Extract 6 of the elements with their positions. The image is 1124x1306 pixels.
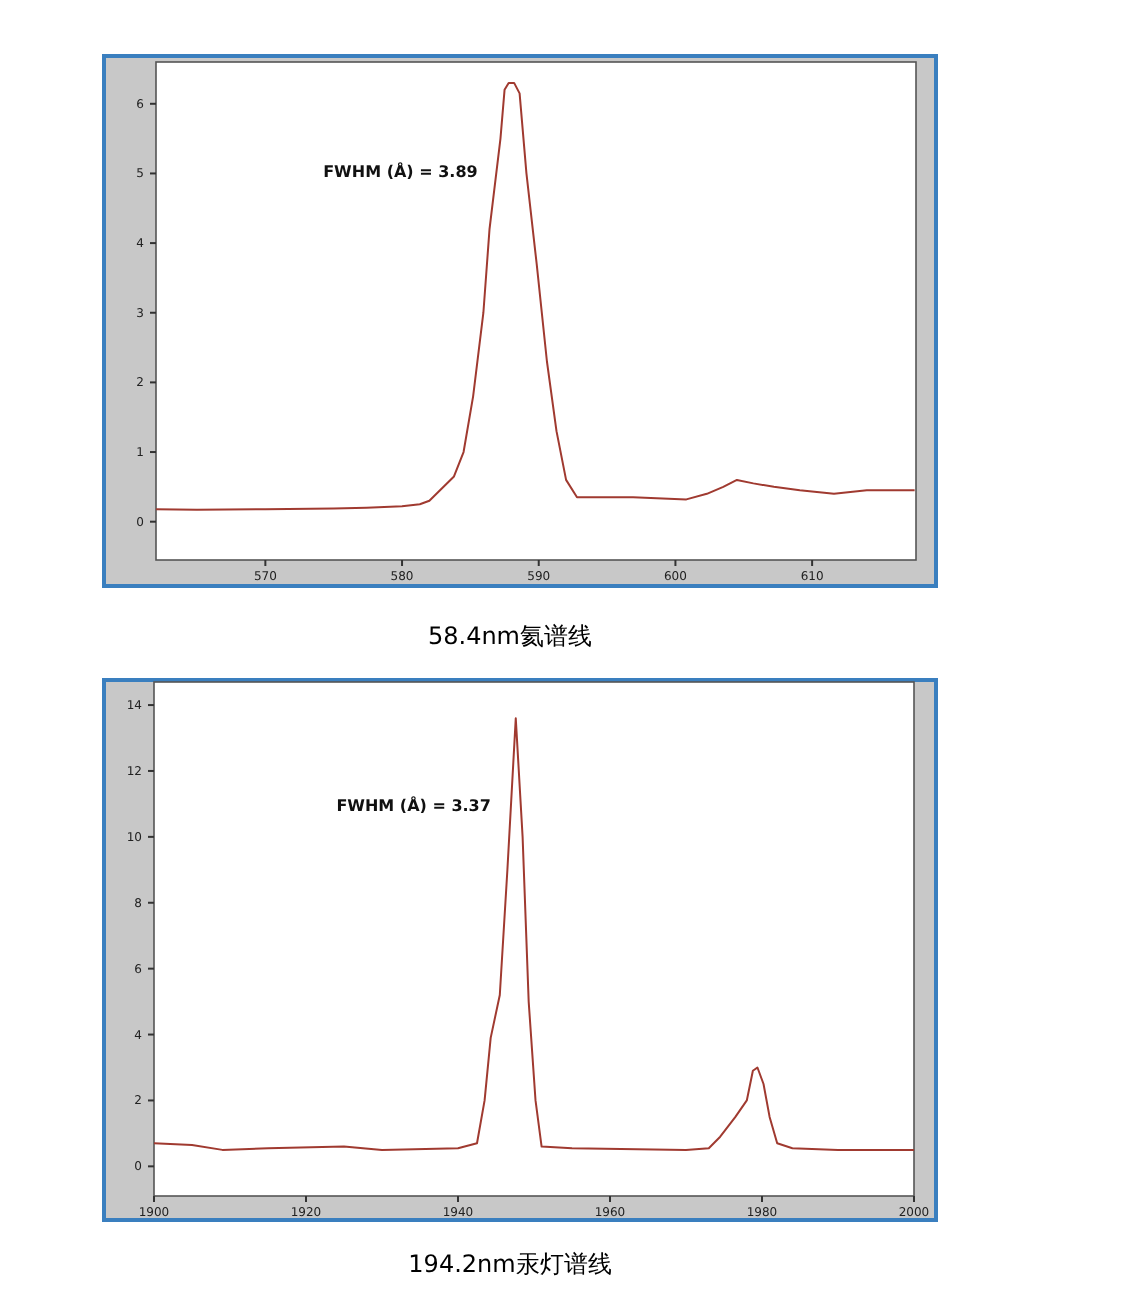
line-series <box>153 717 915 1151</box>
line-series <box>155 81 916 511</box>
annotation: FWHM (Å) = 3.89 <box>323 160 479 181</box>
annotation: FWHM (Å) = 3.37 <box>336 794 491 815</box>
text: 58.4nm氦谱线 <box>427 622 593 650</box>
text: 194.2nm汞灯谱线 <box>408 1250 612 1278</box>
